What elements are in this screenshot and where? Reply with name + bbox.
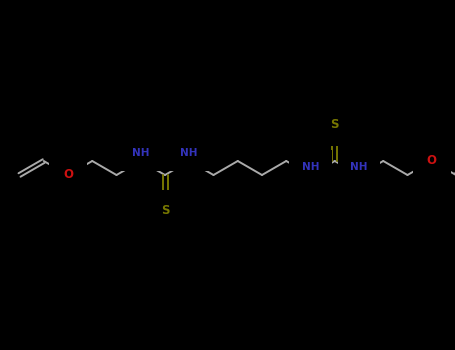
Text: S: S [330, 119, 339, 132]
Text: NH: NH [350, 162, 368, 172]
Text: O: O [63, 168, 73, 182]
Text: NH: NH [132, 148, 150, 158]
Text: O: O [427, 154, 437, 168]
Text: NH: NH [181, 148, 198, 158]
Text: S: S [161, 204, 169, 217]
Text: NH: NH [302, 162, 319, 172]
